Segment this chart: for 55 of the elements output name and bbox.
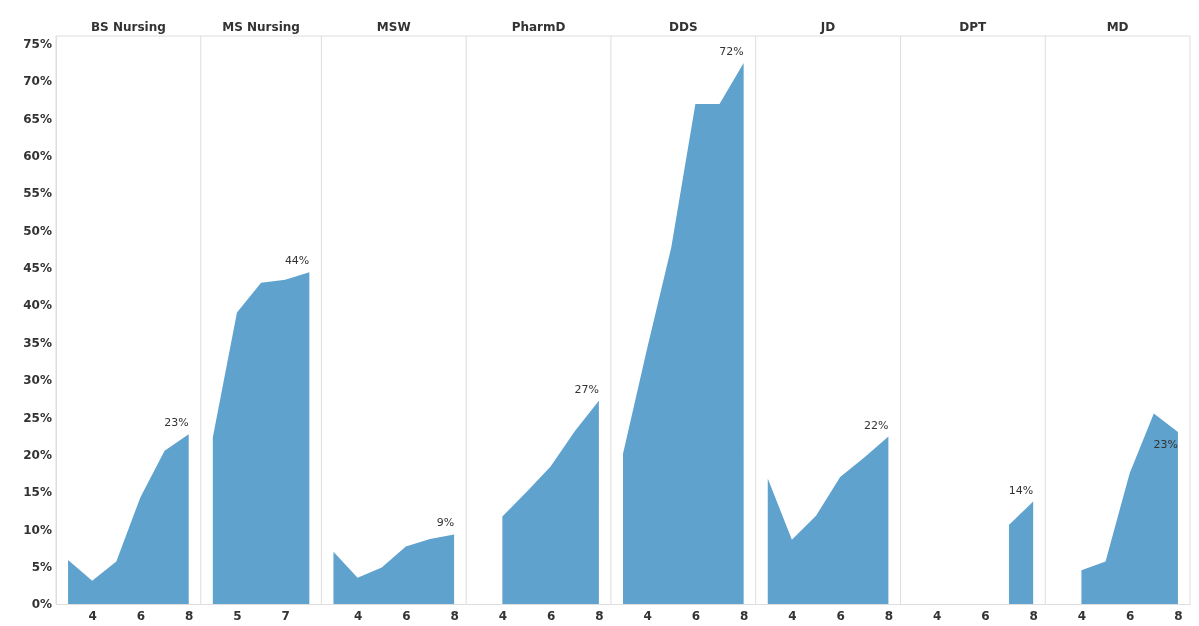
chart-title: MS Nursing [222,20,300,34]
y-tick-label: 45% [23,261,52,276]
y-tick-label: 20% [23,447,52,462]
y-tick-label: 55% [23,186,52,201]
chart-title: MSW [376,20,411,34]
y-tick-label: 70% [23,74,52,89]
y-tick-label: 75% [23,36,52,51]
data-label: 23% [164,416,189,430]
y-tick-label: 5% [31,559,52,574]
x-tick-label: 8 [1029,609,1038,624]
x-tick-label: 4 [932,609,942,624]
x-tick-label: 8 [450,609,459,624]
x-tick-label: 5 [233,609,242,624]
x-tick-label: 8 [739,609,749,624]
x-tick-label: 6 [402,609,411,624]
x-tick-label: 4 [498,609,508,624]
data-label: 44% [284,254,310,268]
x-tick-label: 6 [1126,609,1135,624]
x-tick-label: 4 [643,609,652,624]
y-tick-label: 50% [23,223,52,238]
x-tick-label: 4 [1077,609,1087,624]
x-tick-label: 6 [546,609,556,624]
y-tick-label: 0% [31,597,52,612]
x-tick-label: 4 [788,609,797,624]
x-tick-label: 6 [691,609,701,624]
x-tick-label: 8 [185,609,194,624]
data-label: 22% [863,418,889,432]
data-label: 14% [1008,483,1034,497]
data-label: 72% [719,44,744,58]
x-tick-label: 6 [981,609,990,624]
data-label: 23% [1153,438,1178,452]
chart-title: BS Nursing [90,20,166,34]
y-tick-label: 10% [23,522,52,537]
x-tick-label: 8 [1174,609,1183,624]
y-tick-label: 35% [23,335,52,350]
chart-title: JD [819,20,836,34]
chart-title: MD [1106,20,1129,34]
y-tick-label: 65% [23,111,52,126]
x-tick-label: 6 [136,609,146,624]
data-label: 9% [436,516,455,530]
y-tick-label: 40% [23,298,52,313]
x-tick-label: 8 [884,609,894,624]
data-label: 27% [574,382,599,396]
x-tick-label: 8 [595,609,604,624]
x-tick-label: 7 [281,609,290,624]
chart-title: DDS [669,20,698,34]
x-tick-label: 6 [836,609,845,624]
chart-title: PharmD [511,20,566,34]
x-tick-label: 4 [353,609,363,624]
y-tick-label: 25% [23,410,52,425]
y-tick-label: 15% [23,485,52,500]
x-tick-label: 4 [88,609,97,624]
y-tick-label: 30% [23,373,52,388]
y-tick-label: 60% [23,148,52,163]
chart-title: DPT [959,20,988,34]
